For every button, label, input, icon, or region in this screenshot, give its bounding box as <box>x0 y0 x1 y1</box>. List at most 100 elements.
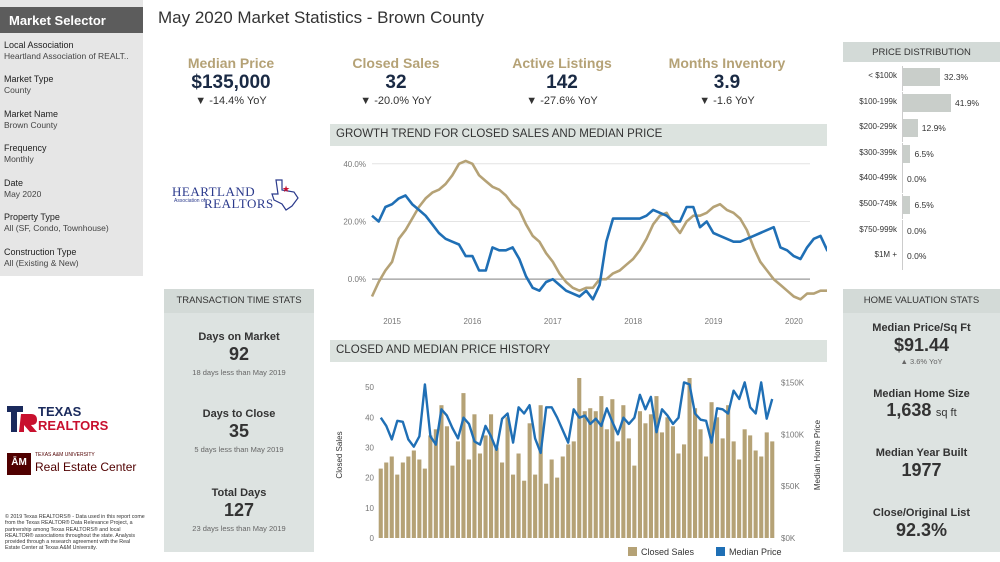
closed-sales-bar <box>687 378 692 538</box>
closed-sales-bar <box>389 456 394 538</box>
price-distribution-value: 12.9% <box>921 123 946 134</box>
price-distribution-value: 6.5% <box>914 200 934 210</box>
closed-sales-bar <box>632 465 637 538</box>
closed-sales-bar <box>731 441 736 538</box>
closed-sales-bar <box>455 441 460 538</box>
price-distribution-chart: < $100k 32.3% $100-199k 41.9% $200-299k 12.9%… <box>843 66 1000 271</box>
y-axis-label: Closed Sales <box>335 431 344 478</box>
price-distribution-label: $500-749k <box>859 199 897 208</box>
market-type-label: Market Type <box>4 74 54 84</box>
closed-sales-bar <box>577 378 582 538</box>
price-distribution-axis <box>902 168 903 194</box>
median-home-size: 1,638 sq ft <box>843 400 1000 421</box>
price-distribution-value: 32.3% <box>944 72 969 82</box>
price-distribution-value: 0.0% <box>907 225 927 236</box>
history-chart: 0 10 20 30 40 50 $0K $50K $100K $150K Closed Sales… <box>335 378 822 543</box>
price-distribution-label: $200-299k <box>859 122 897 132</box>
price-distribution-axis <box>902 142 903 168</box>
local-association-label: Local Association <box>4 40 74 50</box>
construction-type-label: Construction Type <box>4 247 77 257</box>
frequency-value[interactable]: Monthly <box>4 154 34 164</box>
price-distribution-title: PRICE DISTRIBUTION <box>843 42 1000 62</box>
y-tick-label: 40.0% <box>343 160 366 169</box>
closed-sales-bar <box>516 453 521 538</box>
market-name-label: Market Name <box>4 109 59 119</box>
closed-sales-bar <box>704 456 709 538</box>
legend-closed-sales-label: Closed Sales <box>641 547 695 557</box>
closed-sales-bar <box>450 465 455 538</box>
price-distribution-label: $400-499k <box>859 173 897 183</box>
x-tick-label: 2017 <box>544 317 562 326</box>
closed-sales-bar <box>560 456 565 538</box>
closed-sales-bar <box>693 408 698 538</box>
closed-sales-bar <box>709 402 714 538</box>
closed-sales-bar <box>770 441 775 538</box>
closed-sales-bar <box>444 426 449 538</box>
date-value[interactable]: May 2020 <box>4 189 42 199</box>
texas-realtors-logo-text1: TEXAS <box>38 404 82 419</box>
close-original-list-value: 92.3% <box>895 520 948 540</box>
price-distribution-value: 6.5% <box>914 148 934 159</box>
market-type-value[interactable]: County <box>4 85 31 95</box>
median-year-built-value: 1977 <box>901 460 942 480</box>
tamu-real-estate-center-logo: ĀM TEXAS A&M UNIVERSITY Real Estate Cent… <box>5 452 145 478</box>
median-price-history-line <box>379 381 774 455</box>
closed-sales-bar <box>665 417 670 538</box>
tamu-mark-icon: ĀM <box>7 453 31 475</box>
property-type-value[interactable]: All (SF, Condo, Townhouse) <box>4 223 109 233</box>
kpi-closed-sales-label: Closed Sales <box>352 55 440 71</box>
market-selector-panel <box>0 0 143 276</box>
date-label: Date <box>4 178 24 188</box>
closed-sales-bar <box>395 474 400 538</box>
closed-sales-bar <box>588 408 593 538</box>
local-association-value[interactable]: Heartland Association of REALT.. <box>4 51 129 61</box>
closed-sales-bar <box>533 474 538 538</box>
closed-sales-bar <box>544 483 549 538</box>
price-distribution-axis <box>902 245 903 271</box>
closed-sales-bar <box>654 396 659 538</box>
closed-sales-bar <box>494 447 499 538</box>
construction-type-value[interactable]: All (Existing & New) <box>4 258 79 268</box>
closed-sales-bar <box>637 411 642 538</box>
closed-sales-bar <box>615 441 620 538</box>
kpi-median-price-change: ▼ -14.4% YoY <box>195 95 267 107</box>
y-tick-label: 10 <box>365 504 374 513</box>
y-tick-label: 20.0% <box>343 217 366 226</box>
growth-trend-chart: 0.0% 20.0% 40.0% 2015 2016 2017 2018 2019 2020 <box>343 159 827 326</box>
kpi-active-listings-change: ▼ -27.6% YoY <box>526 95 598 107</box>
home-valuation-title: HOME VALUATION STATS <box>843 289 1000 313</box>
closed-sales-bar <box>670 426 675 538</box>
texas-realtors-logo: TEXAS REALTORS <box>5 402 125 436</box>
heartland-realtors-logo: HEARTLAND Association of REALTORS ★ <box>170 178 305 214</box>
closed-sales-bar <box>472 414 477 538</box>
closed-sales-bar <box>648 414 653 538</box>
closed-sales-bar <box>676 453 681 538</box>
price-distribution-bar <box>903 144 911 163</box>
median-home-size-value: 1,638 <box>886 400 932 420</box>
price-per-sqft-label: Median Price/Sq Ft <box>872 322 971 334</box>
kpi-months-inventory-change: ▼ -1.6 YoY <box>699 95 755 107</box>
history-title: CLOSED AND MEDIAN PRICE HISTORY <box>330 340 827 362</box>
close-original-list-label: Close/Original List <box>872 507 971 519</box>
kpi-active-listings-label: Active Listings <box>512 55 612 71</box>
kpi-closed-sales-value: 32 <box>385 72 407 93</box>
closed-sales-bar <box>406 456 411 538</box>
price-per-sqft-value: $91.44 <box>893 335 950 355</box>
days-on-market-label: Days on Market <box>198 331 280 343</box>
price-distribution-bar <box>903 93 951 112</box>
closed-sales-bar <box>720 438 725 538</box>
closed-sales-bar <box>384 462 389 538</box>
x-tick-label: 2020 <box>785 317 803 326</box>
kpi-median-price-value: $135,000 <box>191 72 271 93</box>
closed-sales-bar <box>466 459 471 538</box>
y2-tick-label: $100K <box>781 430 805 439</box>
market-name-value[interactable]: Brown County <box>4 120 58 130</box>
closed-sales-bar <box>428 435 433 538</box>
closed-sales-bar <box>726 405 731 538</box>
price-distribution-label: $300-399k <box>859 147 897 157</box>
y2-tick-label: $50K <box>781 482 800 491</box>
kpi-active-listings-value: 142 <box>546 72 578 93</box>
legend-median-price-swatch <box>716 547 725 556</box>
closed-sales-bar <box>522 480 527 538</box>
closed-sales-bar <box>527 423 532 538</box>
